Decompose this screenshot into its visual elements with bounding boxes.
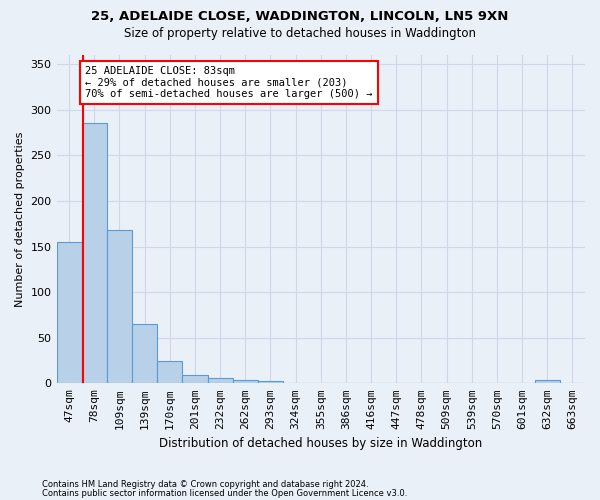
- Text: Contains public sector information licensed under the Open Government Licence v3: Contains public sector information licen…: [42, 490, 407, 498]
- X-axis label: Distribution of detached houses by size in Waddington: Distribution of detached houses by size …: [159, 437, 482, 450]
- Bar: [82, 124, 107, 384]
- Bar: [258, 380, 283, 384]
- Y-axis label: Number of detached properties: Number of detached properties: [15, 132, 25, 307]
- Bar: [107, 230, 132, 384]
- Text: 25, ADELAIDE CLOSE, WADDINGTON, LINCOLN, LN5 9XN: 25, ADELAIDE CLOSE, WADDINGTON, LINCOLN,…: [91, 10, 509, 23]
- Text: 25 ADELAIDE CLOSE: 83sqm
← 29% of detached houses are smaller (203)
70% of semi-: 25 ADELAIDE CLOSE: 83sqm ← 29% of detach…: [85, 66, 373, 99]
- Bar: [535, 380, 560, 384]
- Text: Size of property relative to detached houses in Waddington: Size of property relative to detached ho…: [124, 28, 476, 40]
- Bar: [233, 380, 258, 384]
- Bar: [208, 378, 233, 384]
- Bar: [132, 324, 157, 384]
- Text: Contains HM Land Registry data © Crown copyright and database right 2024.: Contains HM Land Registry data © Crown c…: [42, 480, 368, 489]
- Bar: [56, 242, 82, 384]
- Bar: [157, 360, 182, 384]
- Bar: [182, 375, 208, 384]
